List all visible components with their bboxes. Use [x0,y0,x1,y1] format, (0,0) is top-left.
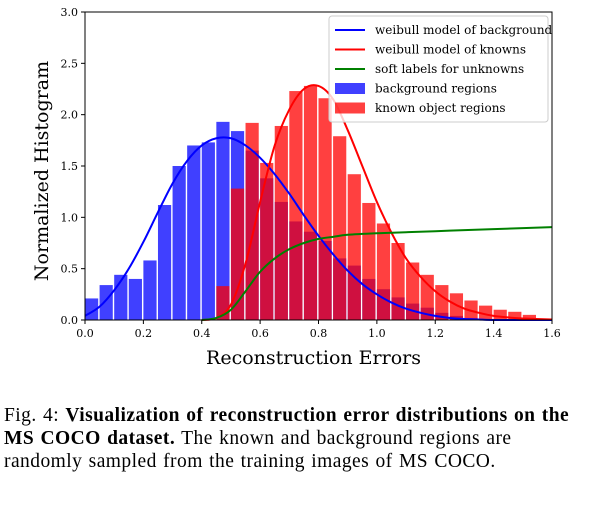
histogram-figure: 0.0 0.2 0.4 0.6 0.8 1.0 1.2 1.4 1.6 0.0 0.5 1.0 1.5 2… [31,6,561,369]
y-tick-label: 0.0 [61,314,79,327]
histogram-bar [128,278,142,320]
caption-bold-title: Visualization of reconstruction error di… [4,405,570,449]
x-axis-title: Reconstruction Errors [206,347,421,369]
reconstruction-error-chart: 0.0 0.2 0.4 0.6 0.8 1.0 1.2 1.4 1.6 0.0 0.5 1.0 1.5 2… [31,6,561,369]
x-tick-label: 1.6 [543,327,561,340]
legend-entry-label: weibull model of knowns [375,43,526,57]
histogram-bar [245,122,259,320]
x-tick-label: 1.0 [368,327,386,340]
y-tick-label: 0.5 [61,263,79,276]
weibull-curves [84,84,553,322]
histogram-bar [333,136,347,320]
histogram-bar [362,202,376,320]
legend-patch-swatch [335,83,365,94]
histogram-bar [508,311,522,320]
x-tick-label: 0.0 [76,327,94,340]
histogram-bar [479,305,493,320]
histogram-bar [157,205,172,320]
x-tick-label: 1.2 [427,327,445,340]
legend-entry-label: background regions [375,82,497,96]
histogram-bars [85,85,536,321]
legend-entry-label: weibull model of background [375,23,553,37]
histogram-bar [347,174,361,320]
figure-caption: Fig. 4: Visualization of reconstruction … [4,404,590,473]
histogram-bar [260,162,274,320]
bar-series-known [216,85,536,321]
background-weibull-curve [84,136,553,322]
y-tick-label: 3.0 [61,6,79,19]
histogram-bar [391,243,405,320]
plot-axes: 0.0 0.2 0.4 0.6 0.8 1.0 1.2 1.4 1.6 0.0 0.5 1.0 1.5 2… [31,6,561,369]
known-weibull-curve [201,84,553,321]
legend: weibull model of background weibull model… [328,15,553,123]
legend-patch-swatch [335,102,365,114]
histogram-bar [449,293,464,320]
x-tick-label: 1.4 [485,327,503,340]
histogram-bar [522,314,536,320]
histogram-bar [201,142,215,320]
x-tick-label: 0.4 [193,327,211,340]
y-tick-label: 1.5 [61,160,79,173]
histogram-bar [435,285,449,320]
caption-prefix: Fig. 4: [4,405,66,426]
histogram-bar [318,98,332,321]
histogram-bar [376,223,391,320]
legend-entry-label: known object regions [375,101,506,115]
histogram-bar [230,188,245,320]
histogram-bar [493,309,507,320]
caption-body: The known and background regions are ran… [4,428,512,472]
legend-entry-label: soft labels for unknowns [375,62,524,76]
histogram-bar [406,262,420,320]
histogram-bar [274,125,288,321]
histogram-bar [289,91,303,320]
y-tick-label: 2.0 [61,109,79,122]
x-tick-label: 0.6 [251,327,269,340]
x-tick-label: 0.2 [135,327,153,340]
histogram-bar [303,85,318,320]
x-tick-label: 0.8 [310,327,328,340]
histogram-bar [187,145,201,320]
y-tick-label: 2.5 [61,57,79,70]
histogram-bar [172,166,186,320]
histogram-bar [99,285,113,320]
soft-label-curve [201,226,553,321]
y-tick-label: 1.0 [61,211,79,224]
histogram-bar [216,121,230,320]
histogram-bar [143,260,157,320]
legend-box [328,15,549,123]
y-axis-title: Normalized Histogram [31,61,53,281]
